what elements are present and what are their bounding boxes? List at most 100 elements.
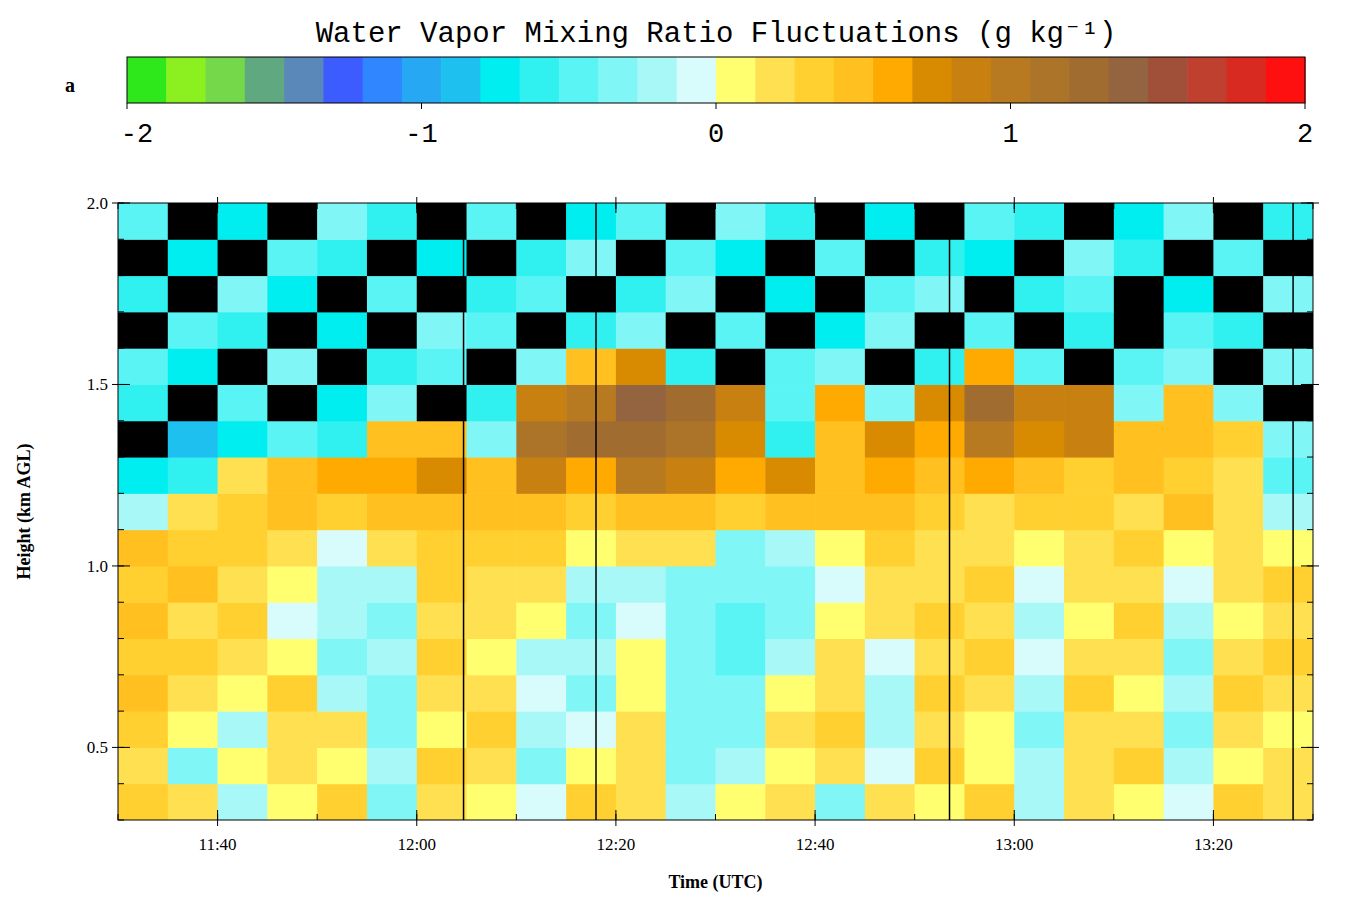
- y-tick: [112, 384, 130, 385]
- cell: [168, 421, 218, 458]
- cell: [118, 203, 168, 240]
- cell: [467, 384, 517, 421]
- cell: [1114, 348, 1164, 385]
- cell: [915, 747, 965, 784]
- cell: [1263, 602, 1313, 639]
- cell: [716, 675, 766, 712]
- cell: [317, 530, 367, 567]
- x-tick-label: 12:00: [397, 835, 436, 854]
- cell: [716, 384, 766, 421]
- x-tick-label: 12:40: [796, 835, 835, 854]
- cell: [317, 711, 367, 748]
- cell: [815, 602, 865, 639]
- cell: [118, 348, 168, 385]
- cell: [865, 276, 915, 313]
- cell: [168, 639, 218, 676]
- cell: [1064, 602, 1114, 639]
- cell: [367, 566, 417, 603]
- y-minor-tick: [1307, 311, 1313, 312]
- cell: [1064, 747, 1114, 784]
- y-tick: [112, 565, 130, 566]
- y-minor-tick: [118, 602, 124, 603]
- cell: [616, 348, 666, 385]
- x-tick: [1213, 810, 1214, 826]
- cell: [317, 348, 367, 385]
- cell: [716, 203, 766, 240]
- cell: [417, 276, 467, 313]
- colorbar-swatch: [1226, 57, 1266, 103]
- cell: [865, 675, 915, 712]
- cell: [865, 566, 915, 603]
- cell: [666, 639, 716, 676]
- x-tick: [416, 810, 417, 826]
- cell: [118, 784, 168, 820]
- cell: [716, 784, 766, 820]
- cell: [417, 602, 467, 639]
- cell: [467, 566, 517, 603]
- colorbar-swatch: [716, 57, 756, 103]
- cell: [417, 711, 467, 748]
- cell: [218, 675, 268, 712]
- cell: [765, 530, 815, 567]
- y-tick-label: 0.5: [87, 738, 108, 757]
- cell: [566, 784, 616, 820]
- x-minor-tick: [118, 203, 119, 209]
- colorbar-swatch: [245, 57, 285, 103]
- cell: [1164, 421, 1214, 458]
- x-tick: [217, 197, 218, 213]
- cell: [317, 639, 367, 676]
- cell: [566, 602, 616, 639]
- cell: [1064, 711, 1114, 748]
- cell: [815, 784, 865, 820]
- cell: [616, 747, 666, 784]
- cell: [616, 530, 666, 567]
- cell: [1164, 203, 1214, 240]
- y-minor-tick: [1307, 420, 1313, 421]
- y-minor-tick: [118, 239, 124, 240]
- cell: [516, 348, 566, 385]
- x-minor-tick: [516, 203, 517, 209]
- cell: [815, 747, 865, 784]
- cell: [218, 530, 268, 567]
- y-minor-tick: [118, 783, 124, 784]
- cell: [317, 276, 367, 313]
- cell: [865, 639, 915, 676]
- cell: [118, 602, 168, 639]
- cell: [516, 312, 566, 349]
- cell: [516, 602, 566, 639]
- y-tick: [1301, 384, 1319, 385]
- cell: [1114, 493, 1164, 530]
- cell: [218, 312, 268, 349]
- colorbar-swatch: [912, 57, 952, 103]
- missing-profile: [463, 203, 465, 820]
- cell: [566, 276, 616, 313]
- y-axis-title: Height (km AGL): [14, 443, 35, 579]
- cell: [765, 784, 815, 820]
- cell: [1114, 276, 1164, 313]
- y-tick-label: 1.0: [87, 557, 108, 576]
- cell: [815, 312, 865, 349]
- cell: [964, 457, 1014, 494]
- colorbar-swatch: [480, 57, 520, 103]
- cell: [1114, 384, 1164, 421]
- cell: [1263, 457, 1313, 494]
- cell: [118, 276, 168, 313]
- cell: [616, 276, 666, 313]
- cell: [566, 348, 616, 385]
- cell: [516, 566, 566, 603]
- cell: [716, 711, 766, 748]
- cell: [168, 675, 218, 712]
- cell: [1064, 566, 1114, 603]
- cell: [516, 784, 566, 820]
- missing-profile: [1292, 203, 1294, 820]
- cell: [1164, 784, 1214, 820]
- cell: [1213, 384, 1263, 421]
- cell: [1114, 675, 1164, 712]
- x-minor-tick: [317, 814, 318, 820]
- x-minor-tick: [914, 203, 915, 209]
- y-minor-tick: [1307, 529, 1313, 530]
- cell: [1213, 711, 1263, 748]
- cell: [1064, 348, 1114, 385]
- x-tick-label: 13:20: [1194, 835, 1233, 854]
- cell: [218, 239, 268, 276]
